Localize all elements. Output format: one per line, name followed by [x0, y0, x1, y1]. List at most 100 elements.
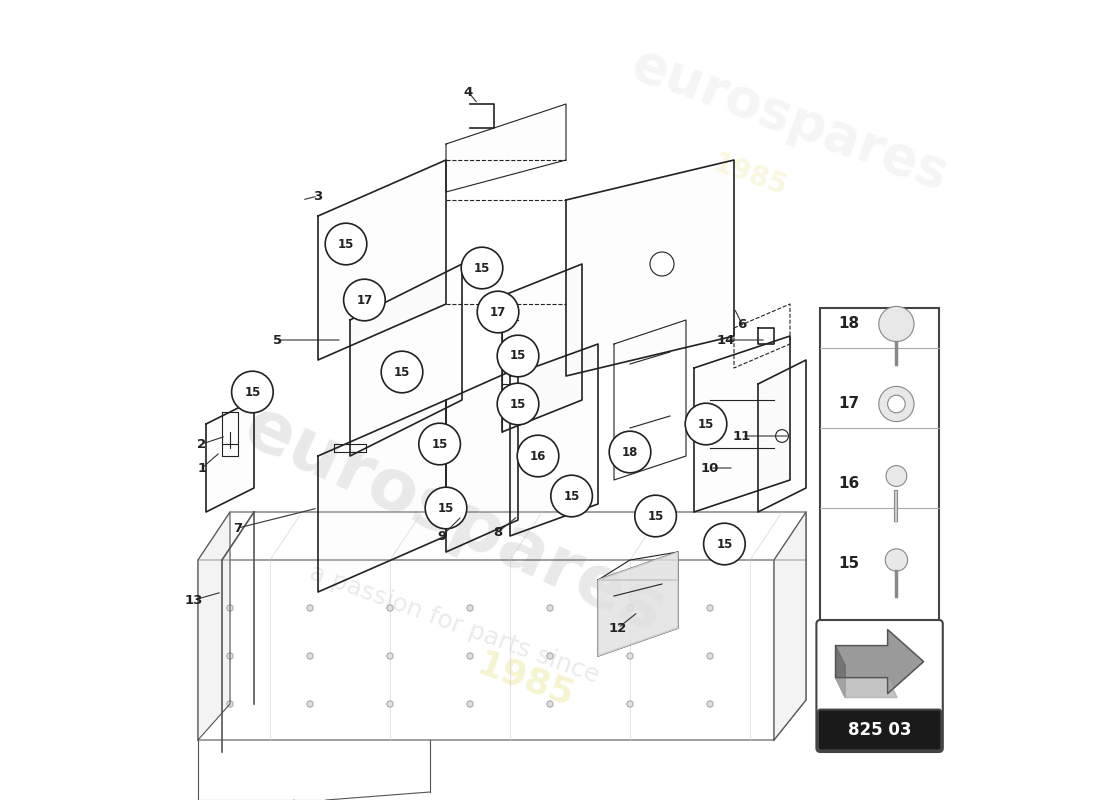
Text: 6: 6	[737, 318, 747, 330]
Polygon shape	[566, 160, 734, 376]
Circle shape	[387, 701, 393, 707]
Polygon shape	[502, 264, 582, 432]
Circle shape	[232, 371, 273, 413]
Polygon shape	[598, 552, 678, 580]
Text: 1985: 1985	[473, 647, 579, 713]
Circle shape	[704, 523, 745, 565]
Circle shape	[650, 252, 674, 276]
Text: 17: 17	[356, 294, 373, 306]
Polygon shape	[598, 552, 678, 656]
Circle shape	[227, 653, 233, 659]
Polygon shape	[774, 512, 806, 740]
Text: 2: 2	[197, 438, 207, 450]
Circle shape	[707, 653, 713, 659]
Polygon shape	[614, 320, 686, 480]
Circle shape	[419, 423, 461, 465]
Circle shape	[627, 605, 634, 611]
Text: 11: 11	[733, 430, 751, 442]
Text: eurospares: eurospares	[625, 38, 956, 202]
Polygon shape	[446, 104, 566, 192]
Circle shape	[547, 653, 553, 659]
Text: 17: 17	[490, 306, 506, 318]
Text: 15: 15	[563, 490, 580, 502]
Circle shape	[461, 247, 503, 289]
Text: 825 03: 825 03	[848, 722, 911, 739]
Polygon shape	[836, 630, 924, 694]
Text: 16: 16	[838, 477, 859, 491]
Text: 8: 8	[494, 526, 503, 538]
Text: eurospares: eurospares	[232, 392, 675, 648]
Text: 15: 15	[838, 557, 859, 571]
Circle shape	[227, 701, 233, 707]
Circle shape	[776, 430, 789, 442]
Circle shape	[307, 605, 314, 611]
Text: 13: 13	[185, 594, 204, 606]
Text: 12: 12	[609, 622, 627, 634]
Polygon shape	[318, 400, 446, 592]
Circle shape	[307, 701, 314, 707]
Text: 4: 4	[464, 86, 473, 98]
Circle shape	[551, 475, 593, 517]
Circle shape	[627, 701, 634, 707]
Polygon shape	[206, 400, 254, 512]
Text: 15: 15	[394, 366, 410, 378]
Circle shape	[886, 466, 906, 486]
Circle shape	[307, 653, 314, 659]
Circle shape	[547, 605, 553, 611]
Circle shape	[886, 549, 907, 571]
Text: 17: 17	[838, 397, 859, 411]
Polygon shape	[510, 344, 598, 536]
Text: 1: 1	[197, 462, 207, 474]
Polygon shape	[198, 512, 230, 740]
Circle shape	[547, 701, 553, 707]
Text: 15: 15	[509, 398, 526, 410]
Text: 5: 5	[274, 334, 283, 346]
Text: 16: 16	[530, 450, 547, 462]
Circle shape	[387, 653, 393, 659]
Text: 15: 15	[509, 350, 526, 362]
Text: 15: 15	[338, 238, 354, 250]
Circle shape	[497, 383, 539, 425]
Polygon shape	[836, 646, 845, 698]
Circle shape	[517, 435, 559, 477]
Circle shape	[497, 335, 539, 377]
Text: 15: 15	[697, 418, 714, 430]
Polygon shape	[758, 360, 806, 512]
FancyBboxPatch shape	[818, 710, 942, 750]
Text: 15: 15	[438, 502, 454, 514]
Circle shape	[879, 306, 914, 342]
Circle shape	[466, 701, 473, 707]
Polygon shape	[350, 264, 462, 456]
Circle shape	[879, 386, 914, 422]
Polygon shape	[446, 368, 518, 552]
Text: 15: 15	[648, 510, 663, 522]
Circle shape	[326, 223, 366, 265]
Circle shape	[477, 291, 519, 333]
Text: 18: 18	[838, 317, 859, 331]
Polygon shape	[836, 678, 898, 698]
Text: 15: 15	[244, 386, 261, 398]
Text: 7: 7	[233, 522, 243, 534]
Circle shape	[627, 653, 634, 659]
Circle shape	[707, 605, 713, 611]
Text: 3: 3	[314, 190, 322, 202]
Circle shape	[343, 279, 385, 321]
Circle shape	[426, 487, 466, 529]
Text: 15: 15	[716, 538, 733, 550]
Circle shape	[466, 653, 473, 659]
Circle shape	[466, 605, 473, 611]
Circle shape	[227, 605, 233, 611]
Circle shape	[888, 395, 905, 413]
Circle shape	[382, 351, 422, 393]
Polygon shape	[318, 160, 446, 360]
Circle shape	[685, 403, 727, 445]
Text: 14: 14	[717, 334, 735, 346]
Text: 15: 15	[431, 438, 448, 450]
FancyBboxPatch shape	[821, 308, 938, 636]
Text: a passion for parts since: a passion for parts since	[306, 560, 602, 688]
Text: 15: 15	[474, 262, 491, 274]
Text: 1985: 1985	[708, 150, 791, 202]
Text: 10: 10	[701, 462, 719, 474]
Circle shape	[635, 495, 676, 537]
Circle shape	[609, 431, 651, 473]
